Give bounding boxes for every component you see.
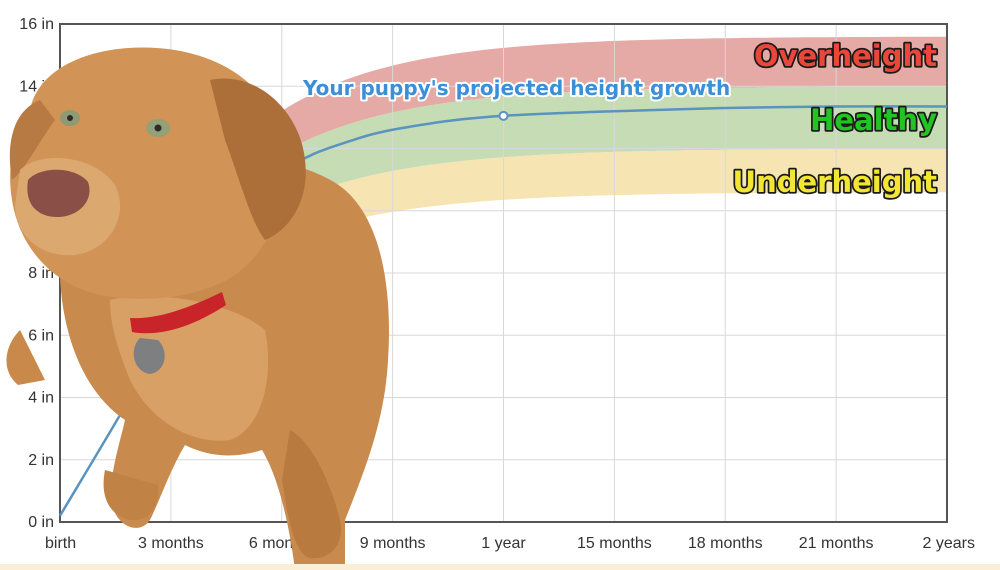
series-marker (498, 110, 509, 121)
y-tick-label: 16 in (19, 16, 54, 33)
puppy-photo (6, 47, 389, 570)
y-tick-label: 6 in (28, 327, 54, 344)
x-tick-label: birth (45, 535, 76, 552)
x-tick-label: 21 months (799, 535, 874, 552)
y-tick-label: 4 in (28, 390, 54, 407)
x-tick-label: 18 months (688, 535, 763, 552)
x-tick-label: 3 months (138, 535, 204, 552)
x-tick-label: 1 year (481, 535, 526, 552)
y-tick-label: 2 in (28, 452, 54, 469)
x-tick-label: 15 months (577, 535, 652, 552)
band-label-underheight: Underheight (733, 165, 938, 199)
series-label: Your puppy's projected height growth (302, 76, 730, 100)
x-tick-label: 9 months (360, 535, 426, 552)
band-labels: Overheight Healthy Underheight (731, 37, 939, 201)
band-label-healthy: Healthy (810, 103, 937, 137)
band-label-overheight: Overheight (754, 39, 937, 73)
x-tick-labels: birth 3 months 6 months 9 months 1 year 15 mo… (45, 535, 975, 552)
y-tick-label: 8 in (28, 265, 54, 282)
y-tick-label: 0 in (28, 514, 54, 531)
x-tick-label: 2 years (923, 535, 975, 552)
band-overheight (226, 36, 948, 194)
bottom-strip (0, 564, 1000, 570)
bands-layer (226, 36, 948, 273)
band-healthy (226, 86, 948, 240)
band-underheight (226, 148, 948, 273)
